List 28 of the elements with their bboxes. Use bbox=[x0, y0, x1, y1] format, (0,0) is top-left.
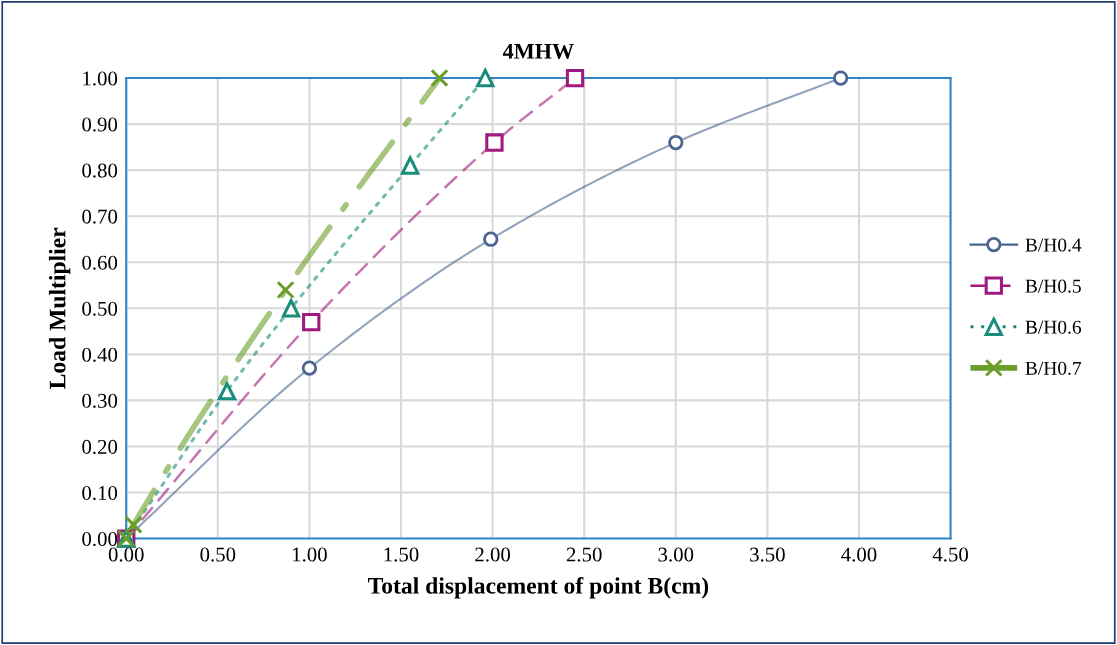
y-tick-label: 1.00 bbox=[83, 71, 118, 86]
x-tick-label: 1.00 bbox=[293, 547, 327, 562]
x-tick-label: 4.50 bbox=[932, 547, 968, 562]
x-tick-label: 3.00 bbox=[658, 547, 694, 562]
legend-label: B/H0.5 bbox=[1025, 279, 1081, 293]
y-tick-label: 0.80 bbox=[82, 163, 118, 178]
legend-label: B/H0.7 bbox=[1025, 361, 1082, 375]
y-tick-label: 0.30 bbox=[82, 393, 118, 408]
x-tick-label: 2.50 bbox=[566, 547, 602, 562]
chart-title: 4MHW bbox=[502, 43, 574, 59]
legend-label: B/H0.4 bbox=[1025, 238, 1082, 252]
x-tick-label: 2.00 bbox=[475, 547, 511, 562]
y-tick-label: 0.90 bbox=[82, 117, 118, 132]
x-tick-label: 0.00 bbox=[108, 547, 144, 562]
legend-label: B/H0.6 bbox=[1025, 320, 1082, 334]
y-tick-label: 0.00 bbox=[82, 531, 118, 547]
y-tick-label: 0.10 bbox=[82, 485, 118, 501]
y-tick-label: 0.60 bbox=[82, 255, 118, 270]
y-tick-label: 0.70 bbox=[82, 209, 118, 224]
x-tick-label: 3.50 bbox=[750, 547, 785, 562]
y-axis-title: Load Multiplier bbox=[48, 227, 71, 389]
x-axis-title: Total displacement of point B(cm) bbox=[368, 576, 709, 599]
y-tick-label: 0.50 bbox=[82, 301, 118, 316]
x-tick-label: 4.00 bbox=[841, 547, 877, 562]
y-tick-label: 0.40 bbox=[82, 347, 118, 362]
x-tick-label: 1.50 bbox=[384, 547, 419, 562]
x-tick-label: 0.50 bbox=[200, 547, 236, 562]
y-tick-label: 0.20 bbox=[82, 439, 118, 454]
